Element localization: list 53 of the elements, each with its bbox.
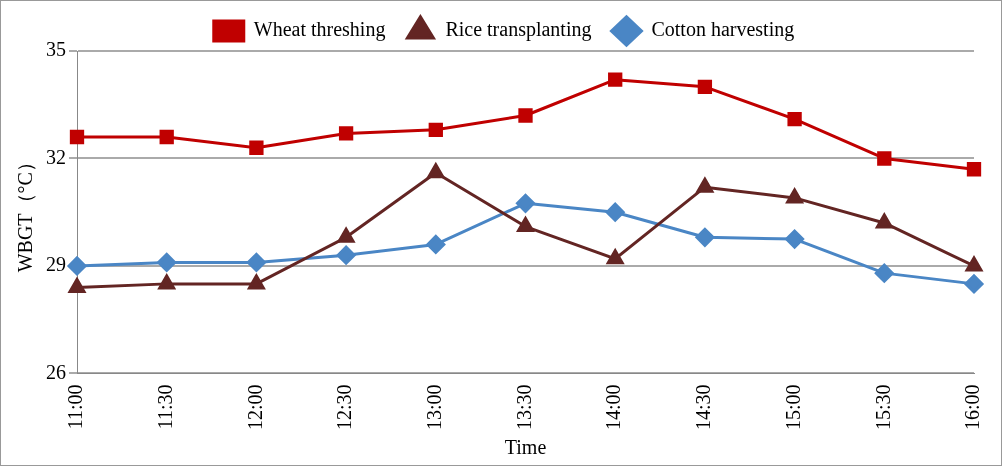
point <box>516 193 535 213</box>
y-tick-label: 29 <box>46 253 66 276</box>
y-tick-label: 35 <box>46 38 66 61</box>
point <box>69 129 85 145</box>
point <box>787 111 802 127</box>
point <box>964 274 984 294</box>
point <box>695 227 715 247</box>
point <box>67 256 87 276</box>
x-tick-label: 15:30 <box>871 384 894 431</box>
point <box>68 277 86 293</box>
point <box>785 229 805 249</box>
x-tick-label: 14:30 <box>692 384 715 431</box>
x-tick-label: 11:00 <box>64 384 87 430</box>
x-tick-label: 12:30 <box>333 384 356 431</box>
point <box>157 252 177 272</box>
point <box>338 126 354 141</box>
point <box>158 274 176 290</box>
point <box>608 72 623 87</box>
point <box>249 140 264 155</box>
x-axis-title: Time <box>504 436 547 459</box>
point <box>246 252 266 272</box>
legend-label: Rice transplanting <box>445 18 592 42</box>
point <box>518 108 533 123</box>
legend-label: Cotton harvesting <box>651 18 795 42</box>
point <box>877 151 892 166</box>
point <box>697 79 713 94</box>
point <box>336 245 356 265</box>
point <box>875 213 893 229</box>
point <box>428 122 443 137</box>
x-tick-label: 14:00 <box>602 384 625 431</box>
x-tick-label: 11:30 <box>153 384 176 430</box>
point <box>965 256 983 272</box>
point <box>427 163 445 179</box>
point <box>159 129 174 145</box>
y-axis-title: WBGT（°C） <box>14 152 37 273</box>
y-tick-label: 32 <box>46 145 66 168</box>
point <box>874 263 894 283</box>
x-tick-label: 13:00 <box>423 384 446 431</box>
y-tick-label: 26 <box>46 360 66 383</box>
point <box>696 177 714 193</box>
legend-label: Wheat threshing <box>253 18 386 42</box>
x-tick-label: 16:00 <box>961 384 984 431</box>
x-tick-label: 12:00 <box>243 384 266 431</box>
x-tick-label: 13:30 <box>512 384 535 431</box>
point <box>605 202 625 222</box>
x-tick-label: 15:00 <box>781 384 804 431</box>
point <box>337 227 355 243</box>
point <box>426 234 446 254</box>
point <box>786 188 804 204</box>
point <box>247 274 265 290</box>
point <box>606 249 624 265</box>
point <box>966 162 982 177</box>
point <box>517 217 534 233</box>
